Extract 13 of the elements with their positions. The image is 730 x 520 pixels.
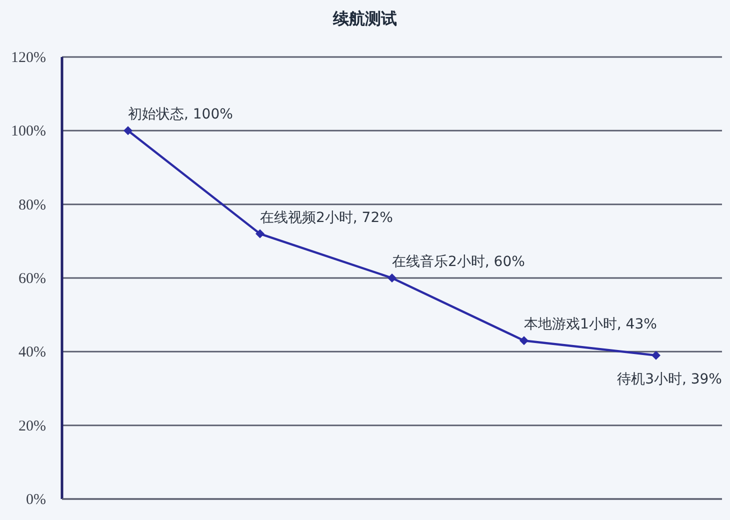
y-tick-label: 0% bbox=[26, 492, 46, 508]
y-tick-label: 100% bbox=[11, 124, 46, 140]
data-label: 在线视频2小时, 72% bbox=[260, 210, 393, 226]
y-tick-label: 60% bbox=[18, 271, 46, 287]
data-label: 在线音乐2小时, 60% bbox=[392, 254, 525, 270]
y-tick-label: 40% bbox=[18, 344, 46, 361]
y-tick-label: 20% bbox=[18, 418, 46, 434]
data-label: 本地游戏1小时, 43% bbox=[524, 316, 657, 333]
title: 续航测试 bbox=[333, 9, 397, 28]
y-tick-label: 120% bbox=[11, 50, 46, 66]
y-tick-label: 80% bbox=[18, 197, 46, 214]
data-label: 待机3小时, 39% bbox=[617, 371, 722, 388]
data-label: 初始状态, 100% bbox=[128, 106, 233, 123]
